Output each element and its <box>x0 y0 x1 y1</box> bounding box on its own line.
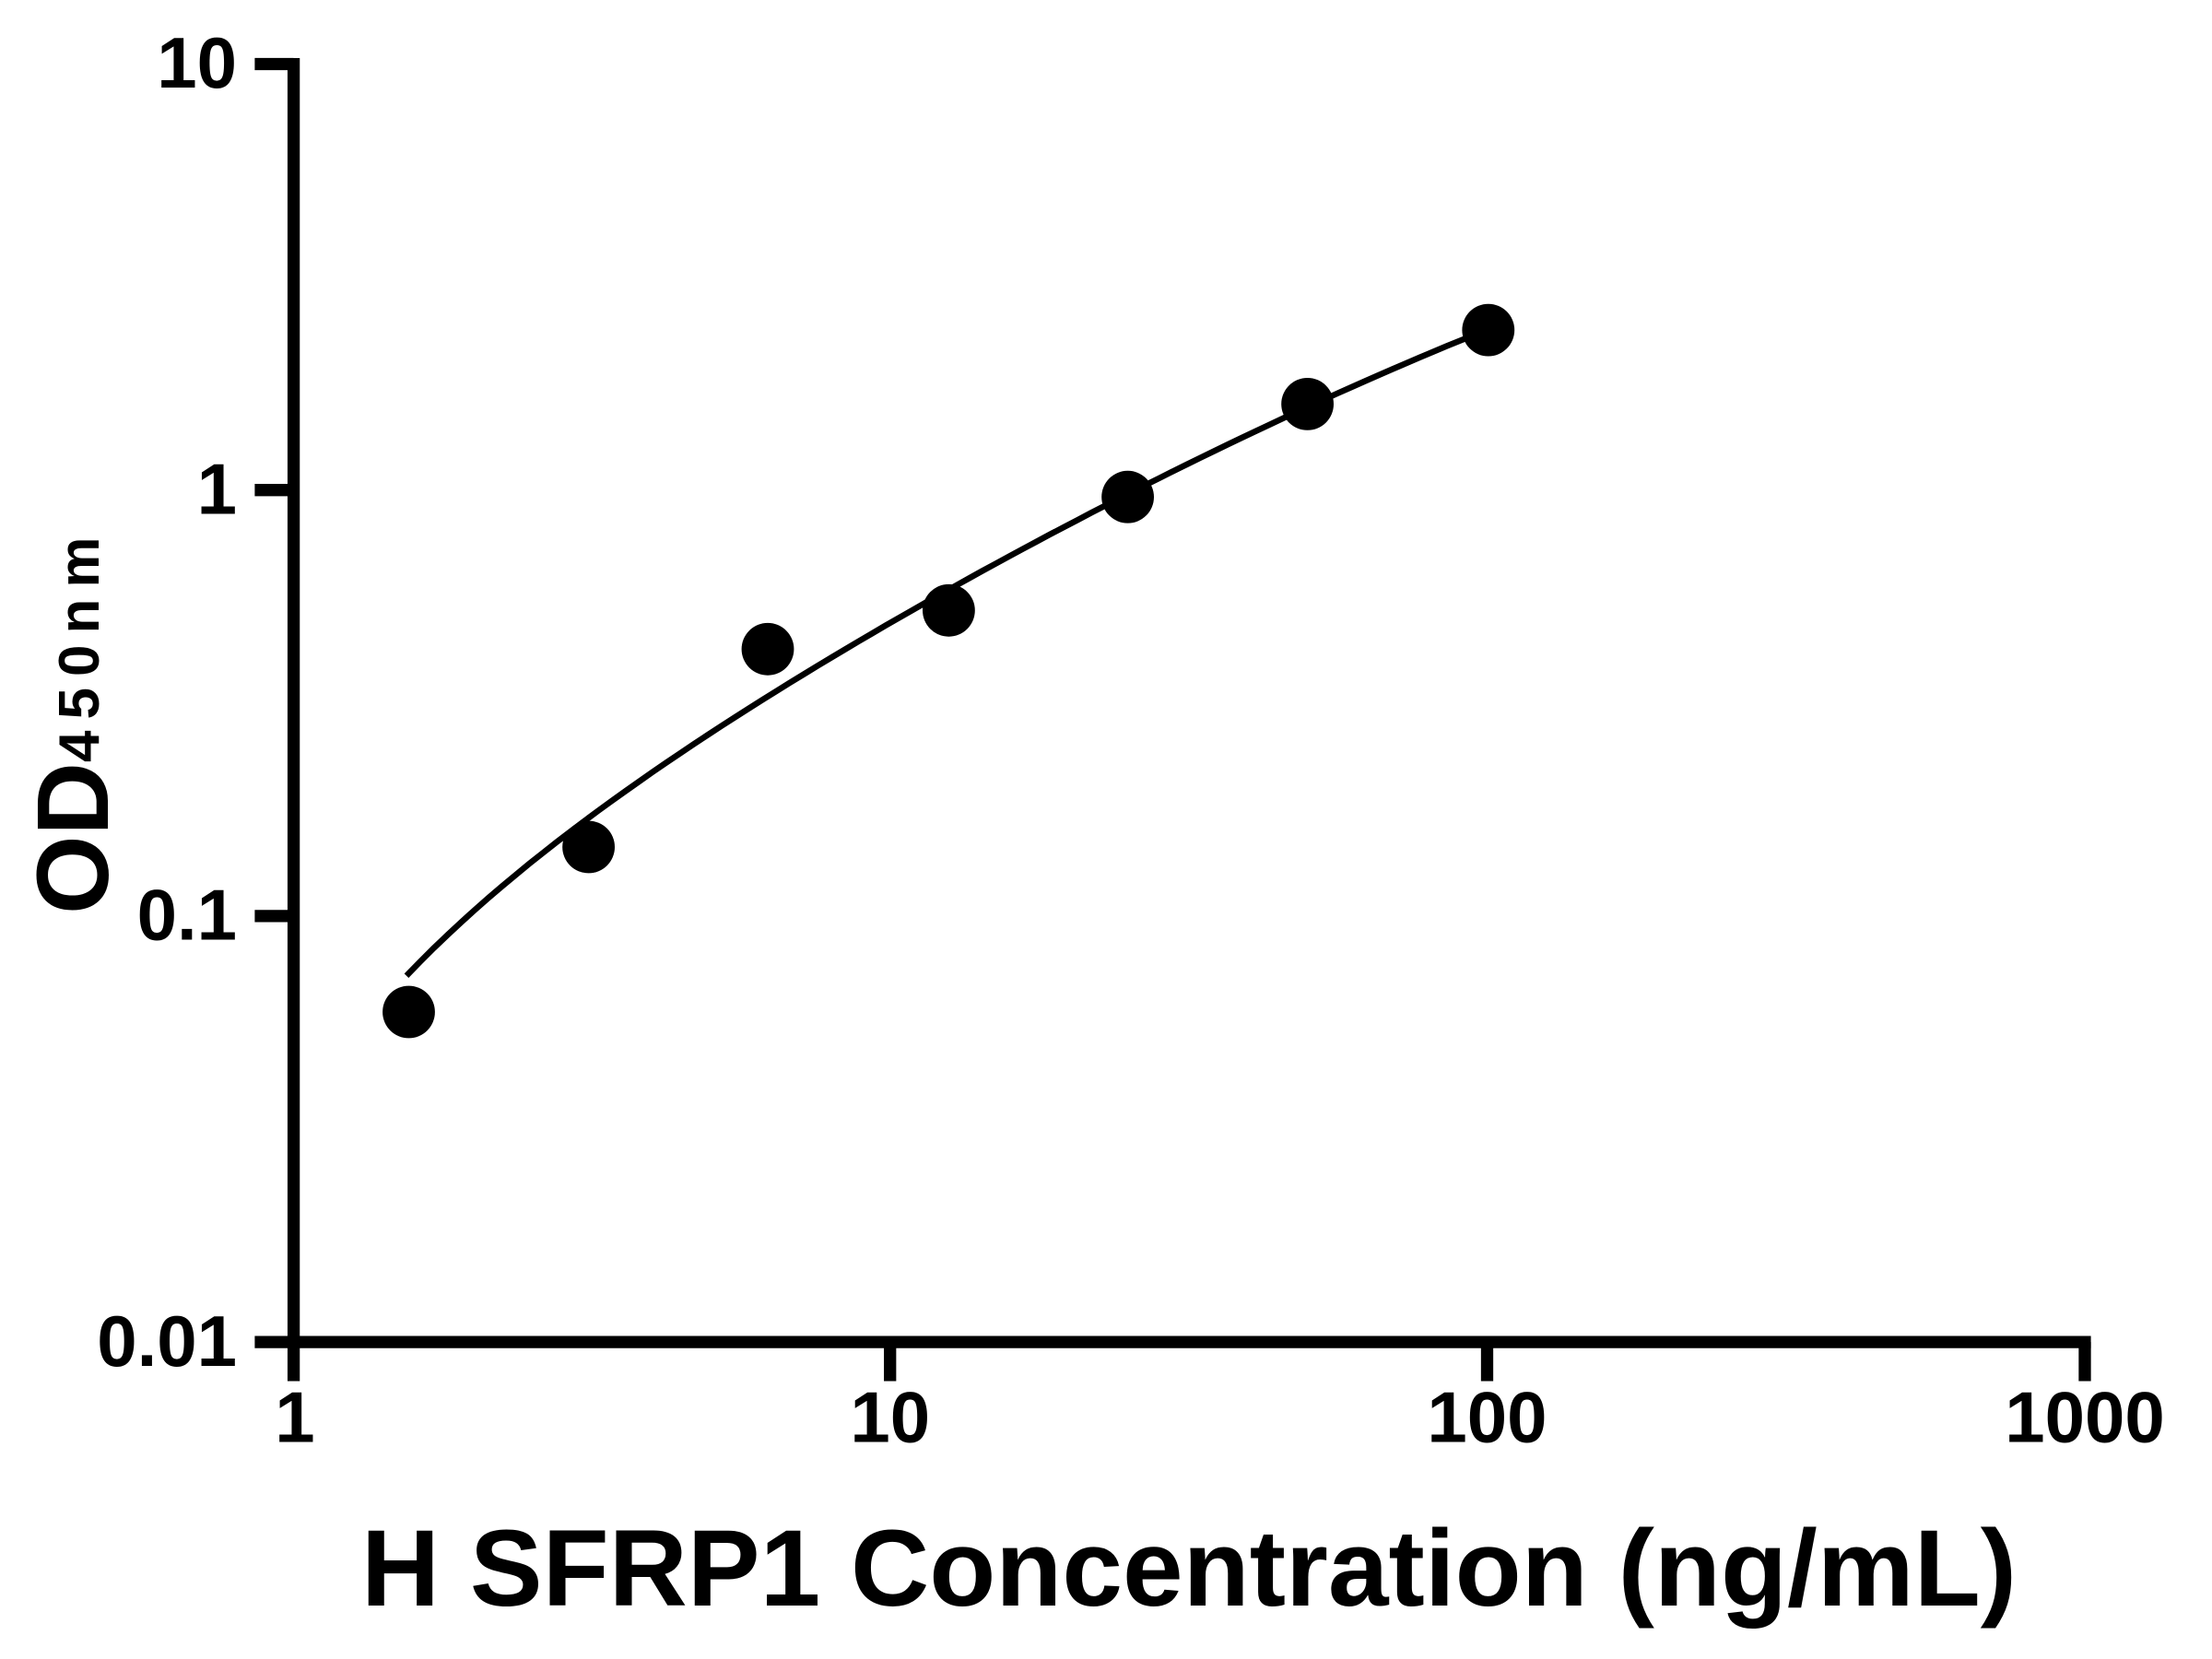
svg-text:1000: 1000 <box>2005 1376 2165 1457</box>
svg-text:1: 1 <box>197 448 237 529</box>
svg-text:H SFRP1 Concentration (ng/mL): H SFRP1 Concentration (ng/mL) <box>361 1508 2017 1630</box>
svg-text:1: 1 <box>275 1376 314 1457</box>
svg-text:10: 10 <box>850 1376 930 1457</box>
svg-text:0.1: 0.1 <box>137 875 237 956</box>
svg-text:0.01: 0.01 <box>97 1300 237 1382</box>
svg-text:100: 100 <box>1427 1376 1547 1457</box>
svg-text:10: 10 <box>157 22 237 103</box>
